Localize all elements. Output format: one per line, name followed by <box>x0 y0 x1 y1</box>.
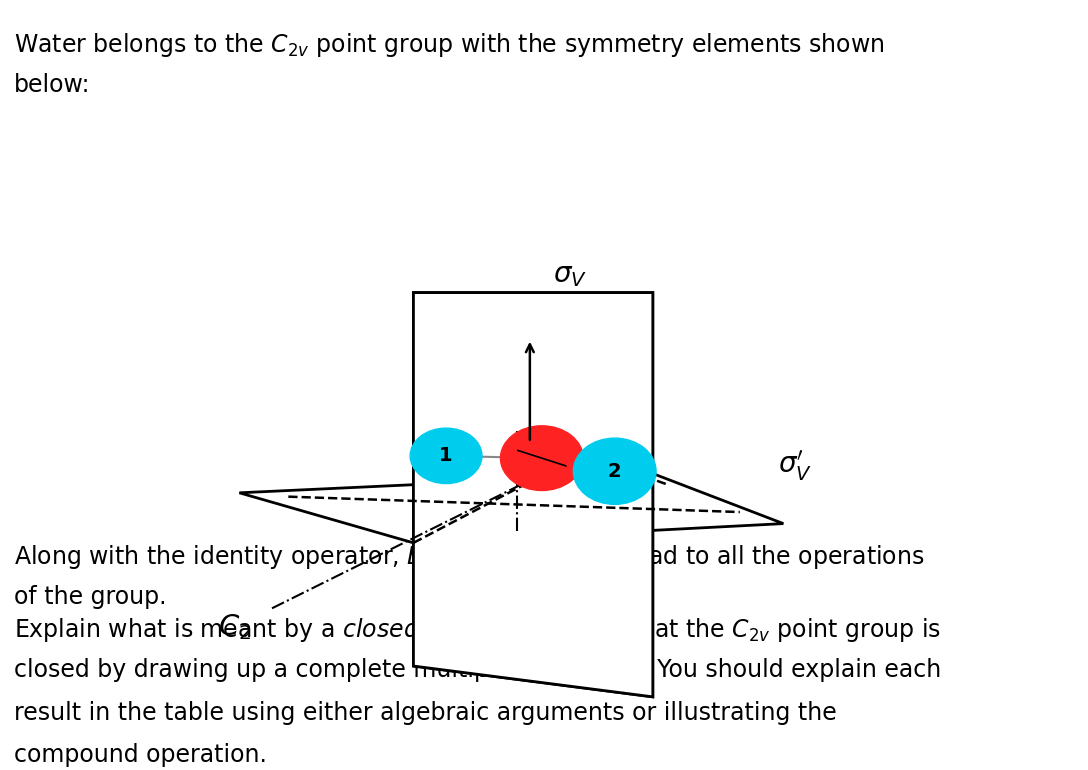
Text: Water belongs to the $\mathit{C}_{2\mathit{v}}$ point group with the symmetry el: Water belongs to the $\mathit{C}_{2\math… <box>14 31 885 59</box>
Polygon shape <box>413 293 653 697</box>
Text: 2: 2 <box>608 462 621 480</box>
Polygon shape <box>413 293 653 697</box>
Ellipse shape <box>410 428 482 484</box>
Text: result in the table using either algebraic arguments or illustrating the: result in the table using either algebra… <box>14 701 837 725</box>
Text: 1: 1 <box>440 447 453 465</box>
Text: of the group.: of the group. <box>14 585 166 609</box>
Text: closed by drawing up a complete multiplication table. You should explain each: closed by drawing up a complete multipli… <box>14 658 941 682</box>
Text: $\sigma_V'$: $\sigma_V'$ <box>778 448 812 484</box>
Ellipse shape <box>573 438 656 504</box>
Text: Explain what is meant by a $\mathit{closed}$ group, and show that the $\mathit{C: Explain what is meant by a $\mathit{clos… <box>14 616 941 644</box>
Text: $C_2$: $C_2$ <box>218 612 251 642</box>
Polygon shape <box>239 474 783 543</box>
Text: $\sigma_V$: $\sigma_V$ <box>553 261 586 289</box>
Text: compound operation.: compound operation. <box>14 743 267 767</box>
Text: below:: below: <box>14 73 90 97</box>
Text: Along with the identity operator, $\mathit{E}$, these elements lead to all the o: Along with the identity operator, $\math… <box>14 543 925 571</box>
Ellipse shape <box>500 426 583 490</box>
